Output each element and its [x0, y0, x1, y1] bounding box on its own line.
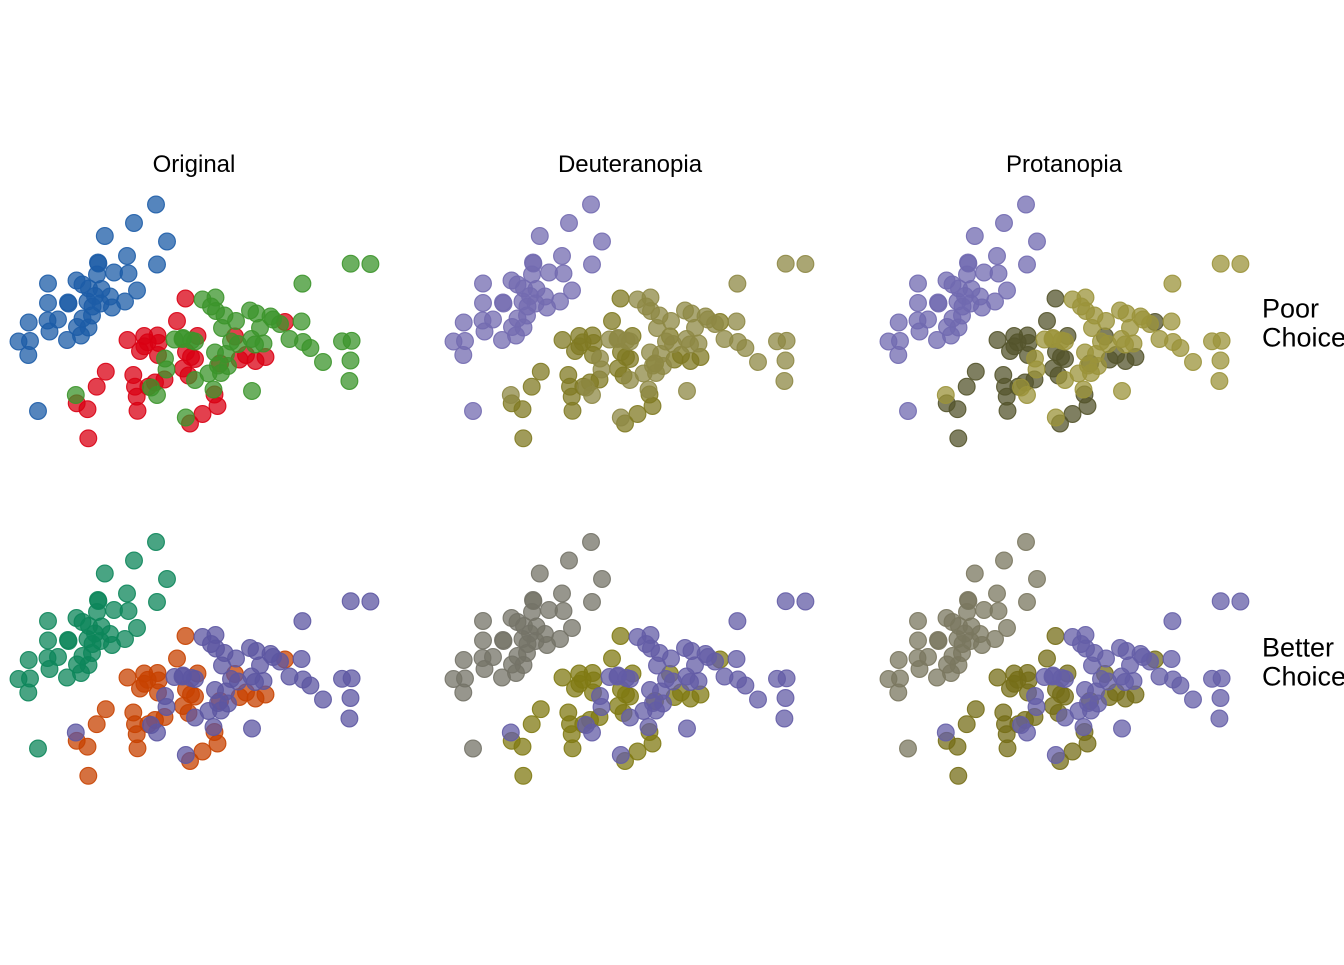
svg-text:Deuteranopia: Deuteranopia: [558, 151, 703, 178]
svg-text:Choice: Choice: [1262, 662, 1344, 692]
svg-text:Choice: Choice: [1262, 323, 1344, 353]
svg-text:Poor: Poor: [1262, 294, 1319, 324]
svg-text:Original: Original: [153, 151, 236, 178]
svg-text:Protanopia: Protanopia: [1006, 151, 1123, 178]
svg-text:Better: Better: [1262, 633, 1334, 663]
